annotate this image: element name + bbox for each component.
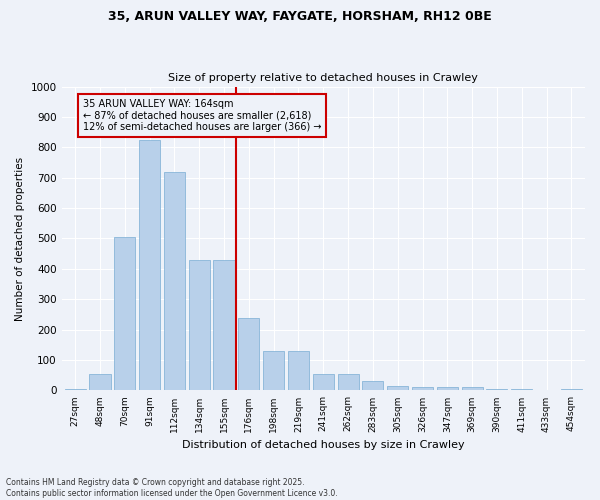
Bar <box>114 237 136 390</box>
Bar <box>238 318 259 390</box>
Bar <box>313 374 334 390</box>
Text: 35 ARUN VALLEY WAY: 164sqm
← 87% of detached houses are smaller (2,618)
12% of s: 35 ARUN VALLEY WAY: 164sqm ← 87% of deta… <box>83 98 321 132</box>
Bar <box>461 388 482 390</box>
Text: Contains HM Land Registry data © Crown copyright and database right 2025.
Contai: Contains HM Land Registry data © Crown c… <box>6 478 338 498</box>
Bar <box>487 389 508 390</box>
Bar <box>263 351 284 391</box>
Bar <box>89 374 110 390</box>
Bar <box>65 389 86 390</box>
Text: 35, ARUN VALLEY WAY, FAYGATE, HORSHAM, RH12 0BE: 35, ARUN VALLEY WAY, FAYGATE, HORSHAM, R… <box>108 10 492 23</box>
Bar <box>362 382 383 390</box>
Bar <box>214 260 235 390</box>
Bar <box>511 389 532 390</box>
Bar <box>387 386 408 390</box>
Bar <box>288 351 309 391</box>
Bar <box>139 140 160 390</box>
Bar <box>437 388 458 390</box>
Bar <box>412 388 433 390</box>
Y-axis label: Number of detached properties: Number of detached properties <box>15 156 25 320</box>
Bar <box>338 374 359 390</box>
Bar <box>164 172 185 390</box>
Title: Size of property relative to detached houses in Crawley: Size of property relative to detached ho… <box>169 73 478 83</box>
Bar <box>561 389 582 390</box>
X-axis label: Distribution of detached houses by size in Crawley: Distribution of detached houses by size … <box>182 440 464 450</box>
Bar <box>188 260 210 390</box>
